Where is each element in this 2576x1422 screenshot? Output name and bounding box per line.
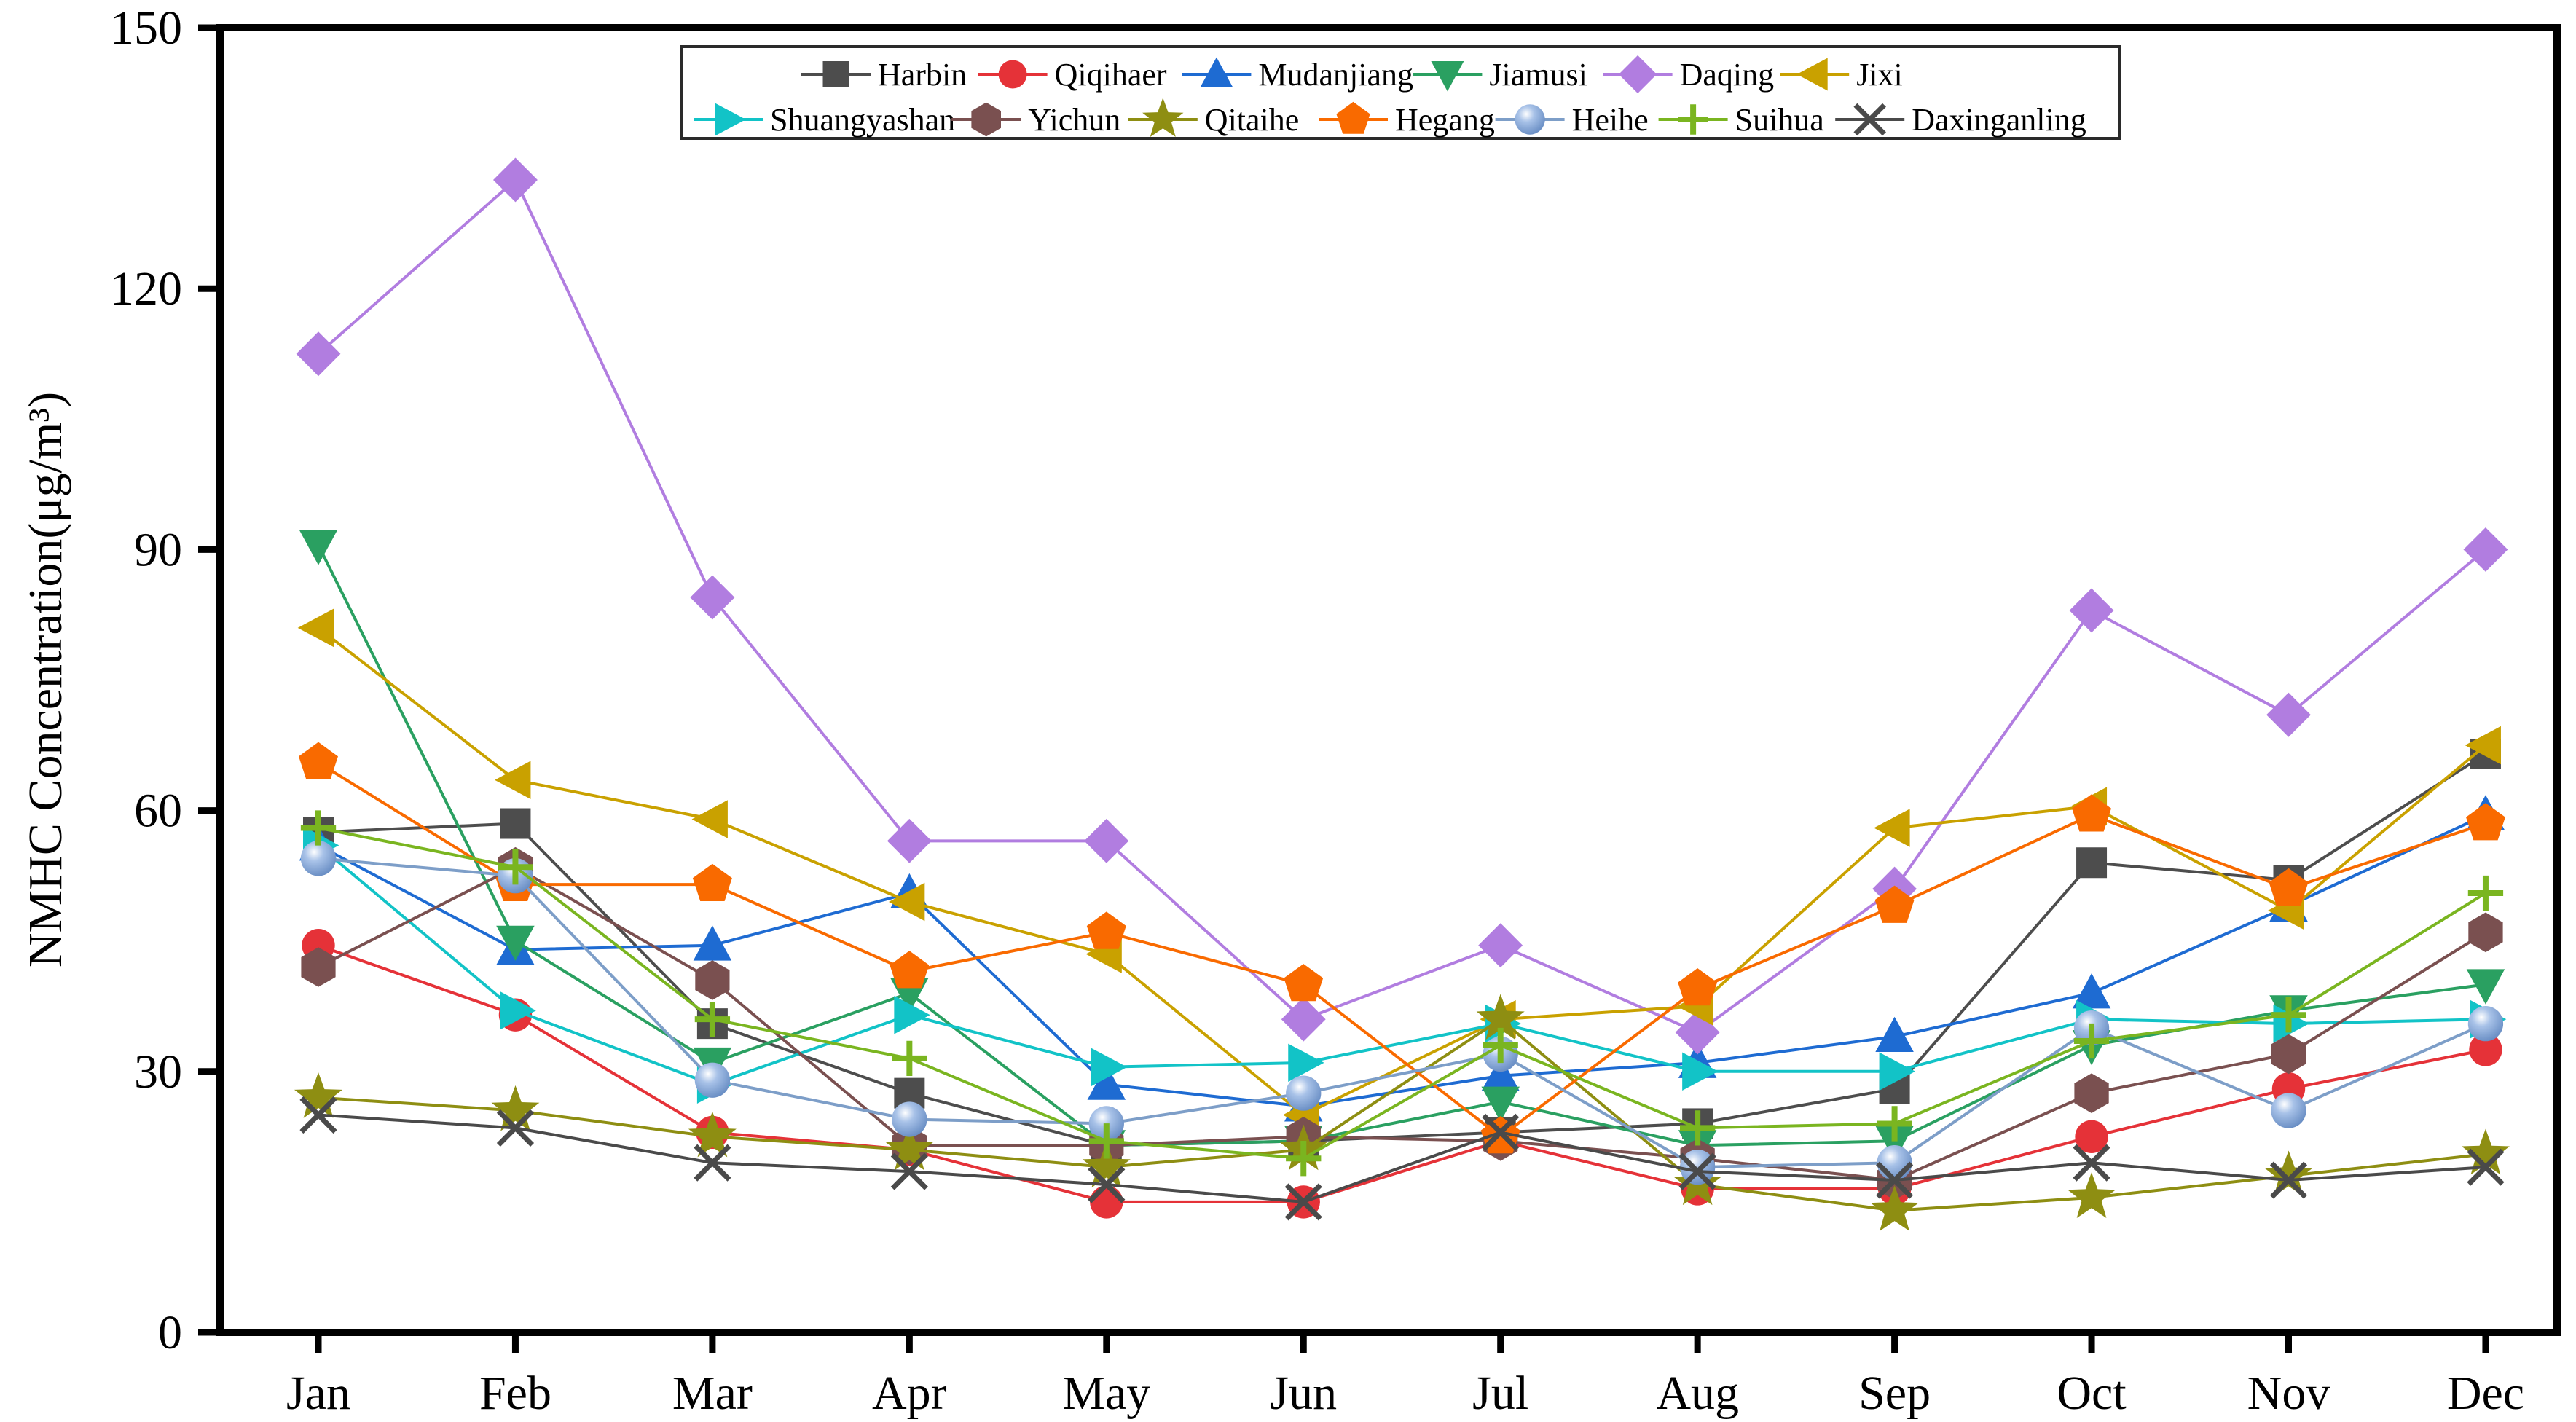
series-line [318,753,2486,1147]
legend-label: Qitaihe [1205,102,1300,138]
legend-item-qitaihe: Qitaihe [1128,98,1300,138]
legend-label: Mudanjiang [1258,57,1413,93]
legend-label: Harbin [878,57,967,93]
legend-item-jiamusi: Jiamusi [1413,57,1587,93]
x-tick-label: Nov [2247,1367,2330,1420]
series-line [317,844,2486,1086]
x-tick-label: Apr [872,1367,947,1420]
plot-frame [216,24,2561,1336]
series-line [318,826,2486,1160]
legend-label: Daxinganling [1912,102,2086,138]
x-tick-label: May [1062,1367,1150,1420]
legend-label: Yichun [1028,102,1120,138]
y-tick-label: 0 [158,1306,182,1359]
legend-box [680,45,2121,140]
legend-label: Qiqihaer [1055,57,1167,93]
series-jixi [297,608,2501,1134]
legend-item-harbin: Harbin [801,57,967,93]
legend: Harbin Qiqihaer Mudanjiang Jiamusi Daqing Jix… [680,45,2121,140]
y-tick-label: 90 [134,523,182,576]
y-tick-label: 120 [110,262,182,315]
legend-label: Heihe [1572,102,1649,138]
legend-item-heihe: Heihe [1495,102,1649,138]
legend-label: Jiamusi [1489,57,1587,93]
legend-item-shuangyashan: Shuangyashan [694,102,955,138]
legend-item-hegang: Hegang [1319,101,1495,138]
legend-label: Hegang [1395,102,1495,138]
x-tick-label: Mar [672,1367,753,1420]
series-line [318,1018,2486,1212]
axes-layer: 0 30 60 90 120 150 Jan Feb Mar Apr May Jun Jul Aug Sep… [110,1,2524,1420]
series-line [317,544,2486,1147]
x-tick-label: Sep [1858,1367,1931,1420]
series-line [317,178,2487,1034]
series-line [318,857,2486,1169]
series-suihua [300,810,2504,1177]
series-layer [294,157,2510,1231]
legend-item-jixi: Jixi [1780,57,1903,93]
legend-label: Daqing [1680,57,1775,93]
series-line [318,813,2486,1108]
series-daxinganling [299,1096,2505,1221]
x-tick-label: Jun [1270,1367,1337,1420]
x-tick-label: Aug [1656,1367,1739,1420]
legend-label: Shuangyashan [770,102,955,138]
x-tick-label: Feb [479,1367,551,1420]
y-axis-title: NMHC Concentration(μg/m³) [19,392,72,967]
y-tick-label: 150 [110,1,182,55]
legend-item-daxinganling: Daxinganling [1835,102,2086,138]
legend-label: Jixi [1856,57,1903,93]
legend-item-qiqihaer: Qiqihaer [978,57,1167,93]
series-line [318,1113,2486,1203]
y-tick-label: 60 [134,785,182,838]
legend-item-suihua: Suihua [1658,102,1824,138]
series-jiamusi [299,530,2505,1166]
x-tick-label: Jul [1472,1367,1528,1420]
x-tick-label: Oct [2057,1367,2126,1420]
series-line [317,626,2487,1117]
legend-label: Suihua [1735,102,1824,138]
series-line [318,943,2486,1203]
series-line [318,865,2486,1182]
y-tick-label: 30 [134,1045,182,1099]
legend-item-daqing: Daqing [1603,55,1775,94]
series-heihe [300,841,2504,1185]
legend-item-yichun: Yichun [951,102,1120,138]
series-daqing [296,157,2508,1055]
x-tick-label: Jan [286,1367,350,1420]
legend-item-mudanjiang: Mudanjiang [1182,57,1413,93]
x-tick-label: Dec [2447,1367,2524,1420]
series-line [317,761,2486,1139]
